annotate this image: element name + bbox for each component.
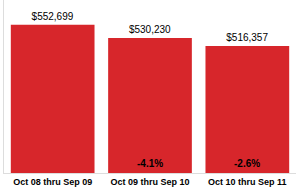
svg-text:$516,357: $516,357 — [226, 32, 268, 43]
svg-text:-2.6%: -2.6% — [234, 158, 260, 169]
svg-text:$530,230: $530,230 — [129, 24, 171, 35]
svg-text:Oct 08 thru Sep 09: Oct 08 thru Sep 09 — [13, 177, 92, 187]
svg-text:-4.1%: -4.1% — [137, 158, 163, 169]
svg-text:Oct 10 thru Sep 11: Oct 10 thru Sep 11 — [208, 177, 287, 187]
svg-text:$552,699: $552,699 — [32, 11, 74, 22]
svg-text:Oct 09 thru Sep 10: Oct 09 thru Sep 10 — [110, 177, 189, 187]
